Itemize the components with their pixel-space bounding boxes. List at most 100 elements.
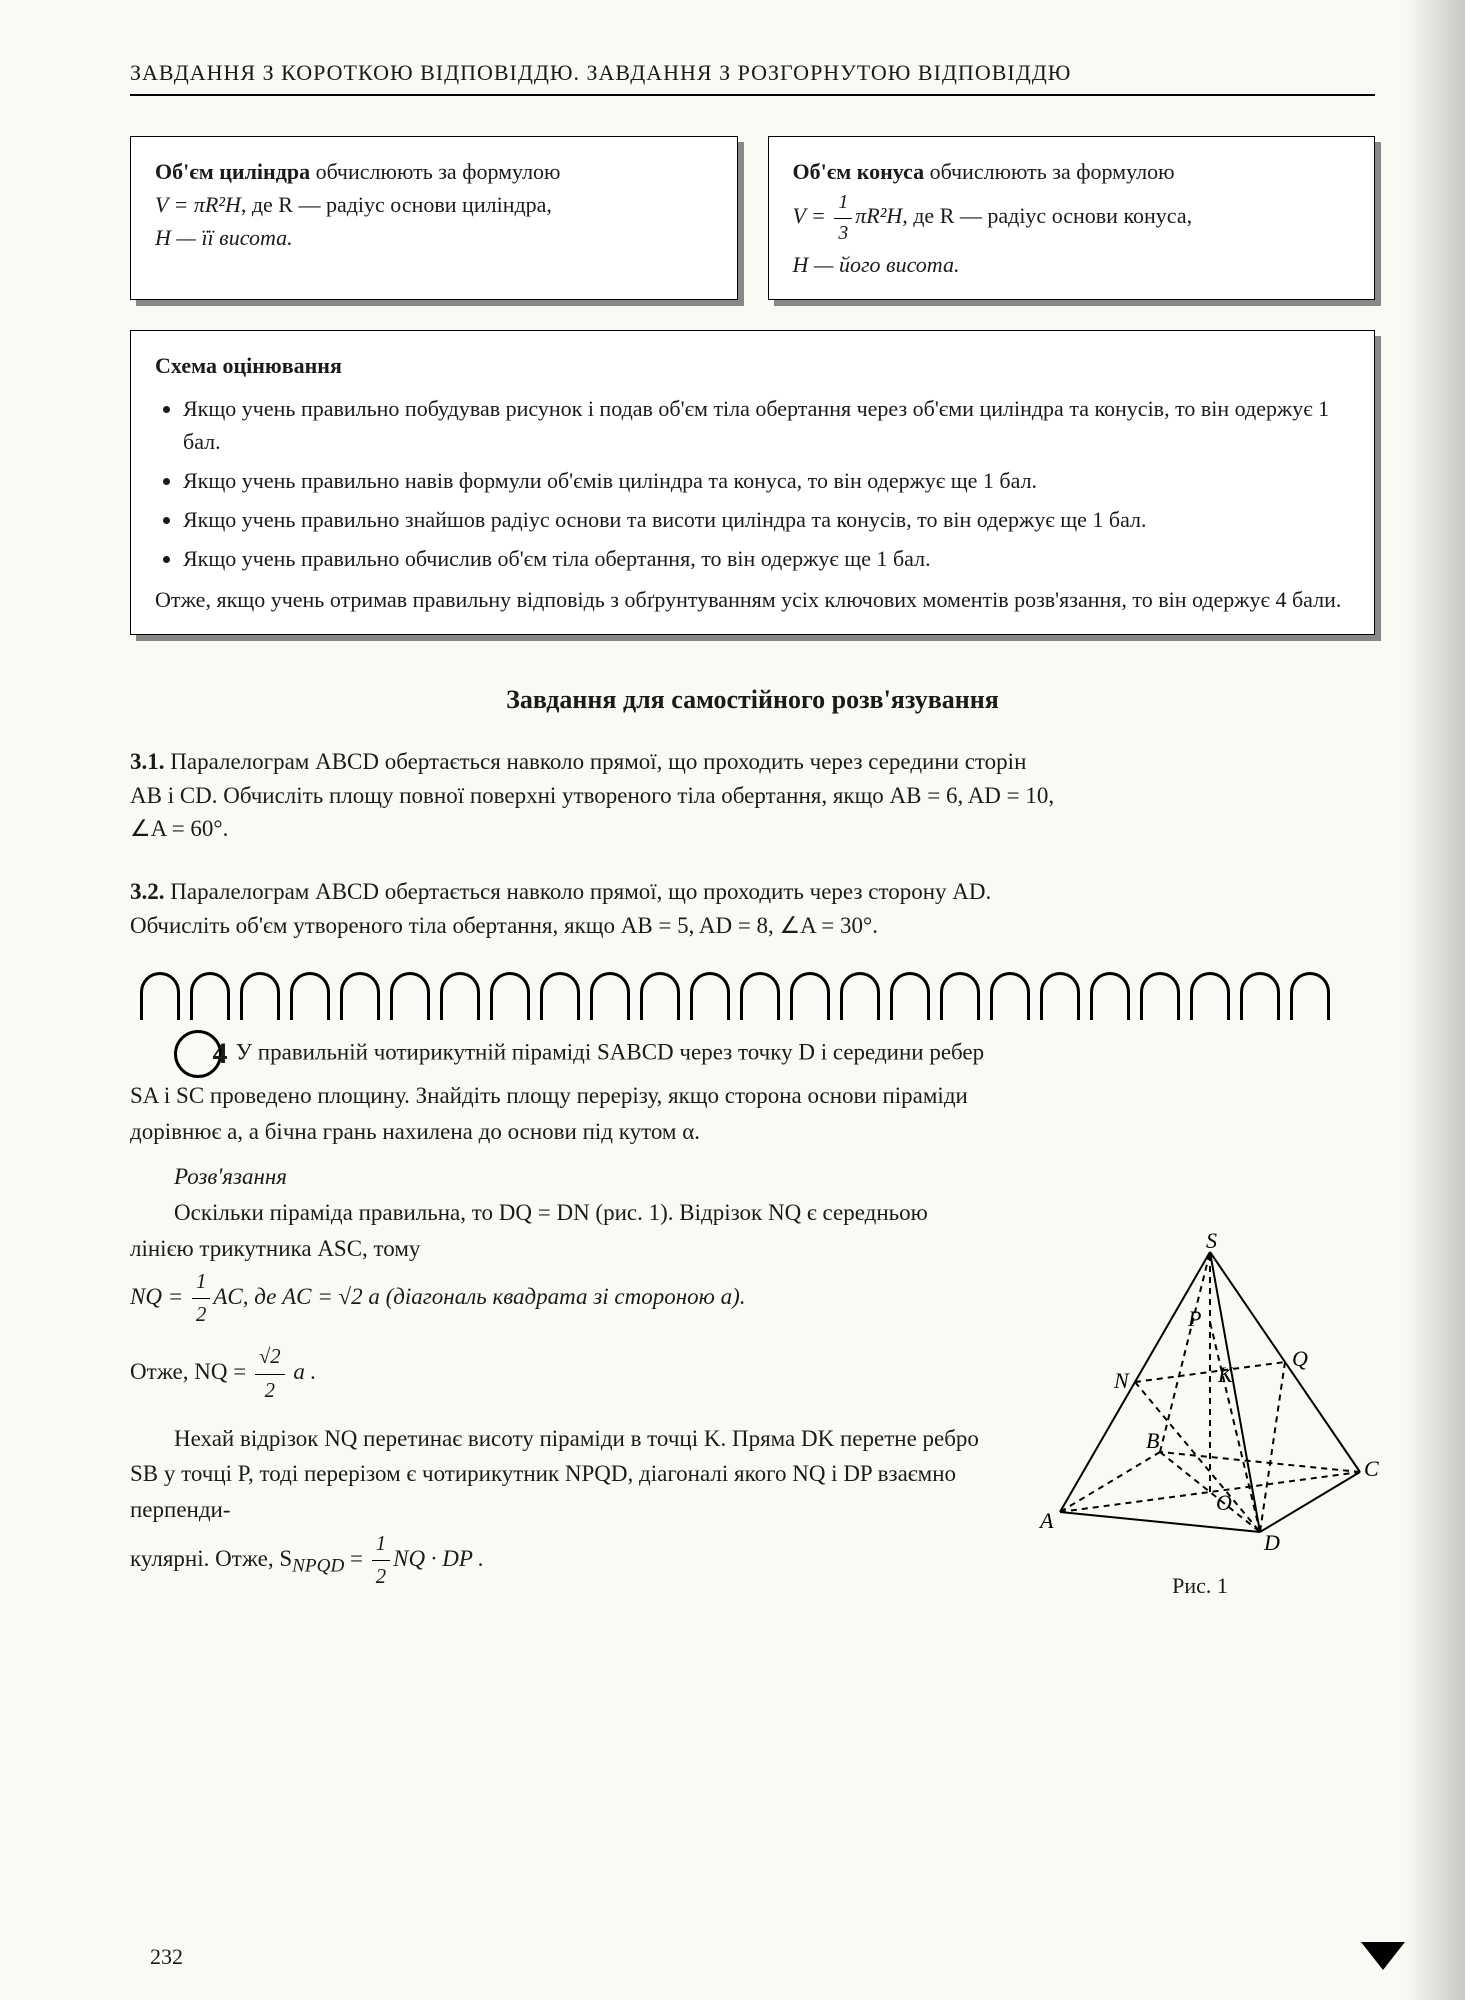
cone-formula-post: πR²H <box>855 203 902 228</box>
ring-icon <box>940 972 980 1020</box>
problem-3-1: 3.1. Паралелограм ABCD обертається навко… <box>130 745 1375 845</box>
ring-icon <box>390 972 430 1020</box>
sol5-num: 1 <box>372 1528 390 1561</box>
cone-frac-den: 3 <box>834 219 852 249</box>
solution-label: Розв'язання <box>174 1159 995 1195</box>
label-C: C <box>1364 1456 1379 1481</box>
label-N: N <box>1113 1368 1130 1393</box>
scheme-item: Якщо учень правильно обчислив об'єм тіла… <box>183 542 1350 575</box>
ring-icon <box>340 972 380 1020</box>
sol2-num: 1 <box>192 1266 210 1299</box>
corner-triangle-icon <box>1361 1942 1405 1970</box>
ring-icon <box>1290 972 1330 1020</box>
cone-line3: H — його висота. <box>793 248 1351 281</box>
cone-frac-num: 1 <box>834 188 852 219</box>
ring-icon <box>990 972 1030 1020</box>
ring-icon <box>290 972 330 1020</box>
problem-text: Паралелограм ABCD обертається навколо пр… <box>130 749 1054 841</box>
ring-icon <box>640 972 680 1020</box>
page: ЗАВДАННЯ З КОРОТКОЮ ВІДПОВІДДЮ. ЗАВДАННЯ… <box>0 0 1465 2000</box>
ring-icon <box>490 972 530 1020</box>
page-number: 232 <box>150 1944 183 1970</box>
formula-row: Об'єм циліндра обчислюють за формулою V … <box>130 136 1375 300</box>
sol2-mid: AC, де AC = √2 a (діагональ квадрата зі … <box>213 1284 745 1309</box>
ring-icon <box>190 972 230 1020</box>
sol3-den: 2 <box>261 1375 279 1407</box>
task4-sol4: Нехай відрізок NQ перетинає висоту пірам… <box>130 1421 995 1528</box>
scheme-list: Якщо учень правильно побудував рисунок і… <box>155 392 1350 575</box>
label-O: O <box>1216 1490 1232 1515</box>
ring-icon <box>590 972 630 1020</box>
sol3-num: √2 <box>255 1341 285 1374</box>
sol5-den: 2 <box>372 1561 390 1593</box>
label-B: B <box>1146 1428 1159 1453</box>
scheme-item: Якщо учень правильно навів формули об'єм… <box>183 464 1350 497</box>
ring-icon <box>240 972 280 1020</box>
problem-3-2: 3.2. Паралелограм ABCD обертається навко… <box>130 875 1375 942</box>
scheme-title: Схема оцінювання <box>155 349 1350 382</box>
task4-sol3: Отже, NQ = √22 a . <box>130 1341 995 1406</box>
label-Q: Q <box>1292 1346 1308 1371</box>
sol3-pre: Отже, NQ = <box>130 1359 252 1384</box>
task-4: 4 У правильній чотирикутній піраміді SAB… <box>130 1030 1375 1593</box>
label-D: D <box>1263 1530 1280 1552</box>
ring-icon <box>1240 972 1280 1020</box>
pyramid-svg: S A B C D N Q P K O <box>1020 1232 1380 1552</box>
sol3-post: a . <box>288 1359 317 1384</box>
sol5-post: NQ · DP . <box>393 1545 484 1570</box>
task4-num-circle: 4 <box>174 1030 222 1078</box>
ring-icon <box>1040 972 1080 1020</box>
scheme-item: Якщо учень правильно побудував рисунок і… <box>183 392 1350 458</box>
scan-noise-edge <box>1405 0 1465 2000</box>
scheme-box: Схема оцінювання Якщо учень правильно по… <box>130 330 1375 635</box>
cone-line1: Об'єм конуса обчислюють за формулою <box>793 155 1351 188</box>
problem-num: 3.1. <box>130 749 165 774</box>
task4-statement-text: У правильній чотирикутній піраміді SABCD… <box>130 1039 984 1143</box>
ring-icon <box>840 972 880 1020</box>
label-P: P <box>1187 1306 1201 1331</box>
sol5-mid: = <box>344 1545 368 1570</box>
cone-title: Об'єм конуса <box>793 159 925 184</box>
problem-num: 3.2. <box>130 879 165 904</box>
cylinder-title: Об'єм циліндра <box>155 159 310 184</box>
label-K: K <box>1217 1362 1234 1387</box>
ring-icon <box>890 972 930 1020</box>
ring-icon <box>790 972 830 1020</box>
task4-sol5: кулярні. Отже, SNPQD = 12NQ · DP . <box>130 1528 995 1593</box>
cone-formula-line: V = 13πR²H, де R — радіус основи конуса, <box>793 188 1351 248</box>
cylinder-line1: Об'єм циліндра обчислюють за формулою <box>155 155 713 188</box>
label-S: S <box>1206 1232 1217 1253</box>
cylinder-formula-box: Об'єм циліндра обчислюють за формулою V … <box>130 136 738 300</box>
section-title: Завдання для самостійного розв'язування <box>130 685 1375 715</box>
sol2-den: 2 <box>192 1299 210 1331</box>
ring-icon <box>1190 972 1230 1020</box>
pyramid-figure: S A B C D N Q P K O Рис. 1 <box>1015 1232 1385 1603</box>
scheme-footer: Отже, якщо учень отримав правильну відпо… <box>155 583 1350 616</box>
cone-formula-pre: V = <box>793 203 832 228</box>
ring-icon <box>1140 972 1180 1020</box>
sol2-pre: NQ = <box>130 1284 189 1309</box>
ring-icon <box>540 972 580 1020</box>
cylinder-desc: , де R — радіус основи циліндра, <box>241 192 552 217</box>
task4-sol1: Оскільки піраміда правильна, то DQ = DN … <box>130 1195 995 1266</box>
ring-icon <box>1090 972 1130 1020</box>
sol5-sub: NPQD <box>292 1555 344 1576</box>
task4-statement: 4 У правильній чотирикутній піраміді SAB… <box>130 1030 995 1149</box>
cylinder-formula-line: V = πR²H, де R — радіус основи циліндра, <box>155 188 713 221</box>
ring-icon <box>440 972 480 1020</box>
label-A: A <box>1038 1508 1054 1533</box>
ring-icon <box>690 972 730 1020</box>
sol5-pre: кулярні. Отже, S <box>130 1545 292 1570</box>
task4-sol2: NQ = 12AC, де AC = √2 a (діагональ квадр… <box>130 1266 995 1331</box>
cylinder-formula: V = πR²H <box>155 192 241 217</box>
ring-icon <box>140 972 180 1020</box>
cone-formula-box: Об'єм конуса обчислюють за формулою V = … <box>768 136 1376 300</box>
figure-caption: Рис. 1 <box>1015 1569 1385 1603</box>
ring-icon <box>740 972 780 1020</box>
cylinder-line3: H — її висота. <box>155 221 713 254</box>
scheme-item: Якщо учень правильно знайшов радіус осно… <box>183 503 1350 536</box>
binder-rings <box>130 972 1375 1020</box>
cone-desc: , де R — радіус основи конуса, <box>902 203 1192 228</box>
page-header: ЗАВДАННЯ З КОРОТКОЮ ВІДПОВІДДЮ. ЗАВДАННЯ… <box>130 60 1375 96</box>
problem-text: Паралелограм ABCD обертається навколо пр… <box>130 879 991 937</box>
